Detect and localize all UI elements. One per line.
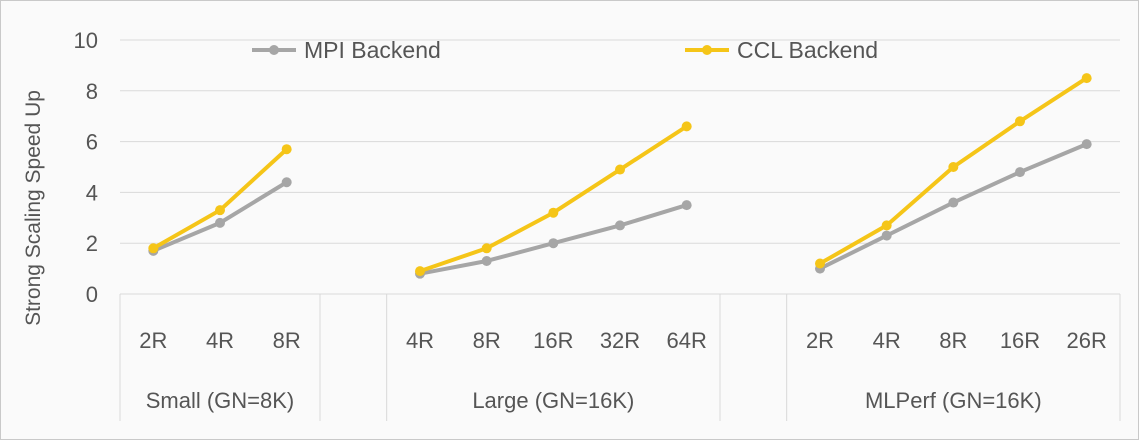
y-axis-label: Strong Scaling Speed Up: [22, 90, 45, 326]
data-point: [281, 177, 292, 188]
data-point: [1081, 73, 1092, 84]
legend: MPI Backend CCL Backend: [252, 37, 878, 63]
data-point: [215, 217, 225, 228]
x-tick-label: 8R: [273, 328, 301, 353]
x-tick-label: 64R: [666, 328, 706, 353]
x-tick-label: 26R: [1066, 328, 1106, 353]
x-tick-label: 32R: [600, 328, 640, 353]
x-tick-label: 2R: [139, 328, 167, 353]
data-point: [881, 220, 892, 231]
y-tick-label: 2: [86, 231, 98, 256]
data-point: [1015, 116, 1025, 127]
data-point: [948, 162, 959, 172]
x-tick-label: 16R: [533, 328, 573, 353]
y-tick-label: 4: [86, 180, 98, 205]
x-axis: 2R 4R 8R Small (GN=8K) 4R 8R 16R 32R 64R Large (G…: [119, 293, 1121, 421]
data-point: [415, 266, 425, 277]
x-tick-label: 4R: [873, 328, 901, 353]
data-point: [548, 238, 559, 249]
x-tick-label: 8R: [939, 328, 967, 353]
data-point: [615, 164, 625, 175]
series-lines: [148, 73, 1092, 279]
data-point: [881, 230, 892, 241]
legend-label: CCL Backend: [737, 37, 878, 63]
group-label: Large (GN=16K): [472, 388, 634, 413]
y-tick-label: 0: [86, 282, 98, 307]
data-point: [148, 243, 159, 254]
legend-marker: [702, 45, 712, 55]
group-label: MLPerf (GN=16K): [865, 388, 1042, 413]
data-point: [481, 243, 492, 254]
y-tick-label: 10: [74, 28, 98, 53]
x-tick-label: 2R: [806, 328, 834, 353]
data-point: [281, 144, 292, 155]
x-tick-label: 4R: [206, 328, 234, 353]
series-line: [151, 147, 289, 251]
x-tick-label: 8R: [473, 328, 501, 353]
data-point: [481, 255, 492, 266]
x-tick-label: 16R: [1000, 328, 1040, 353]
x-tick-label: 4R: [406, 328, 434, 353]
data-point: [1015, 167, 1025, 178]
y-tick-label: 6: [86, 130, 98, 155]
y-axis: 0 2 4 6 8 10: [74, 28, 98, 307]
legend-marker: [269, 45, 279, 55]
legend-label: MPI Backend: [304, 37, 441, 63]
data-point: [1081, 139, 1092, 150]
data-point: [948, 197, 959, 208]
y-tick-label: 8: [86, 79, 98, 104]
series-line: [418, 124, 689, 274]
data-point: [615, 220, 625, 231]
data-point: [548, 207, 559, 218]
group-label: Small (GN=8K): [146, 388, 295, 413]
data-point: [215, 205, 225, 216]
data-point: [815, 258, 825, 269]
data-point: [681, 200, 692, 211]
data-point: [681, 121, 692, 132]
